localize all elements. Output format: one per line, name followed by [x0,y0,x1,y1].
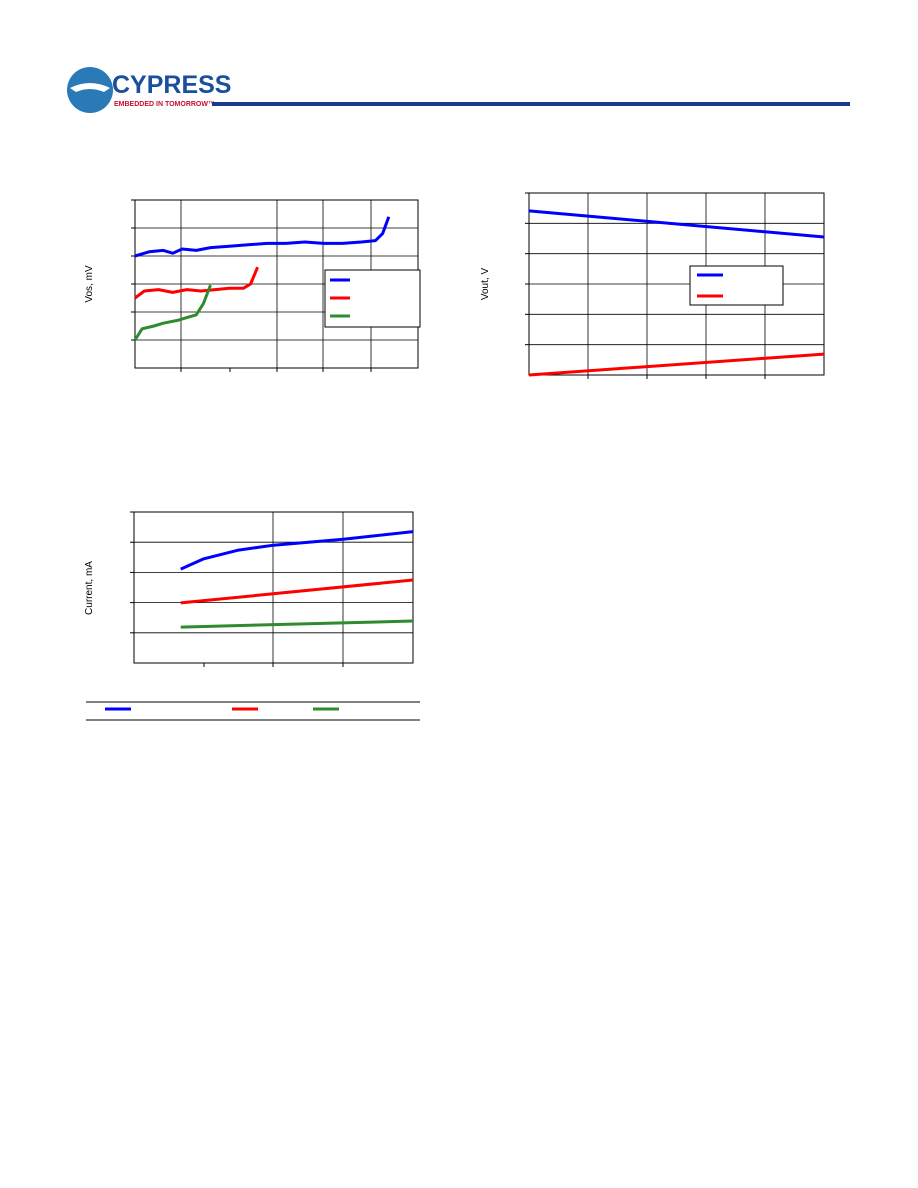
legend-box [689,265,784,306]
series-line [133,284,212,341]
y-axis-label: Vout, V [480,268,491,301]
y-axis-label: Current, mA [84,561,95,615]
series-line [528,209,825,239]
series-line [134,216,391,258]
series-line [180,530,414,571]
header-rule [212,102,850,106]
series-line [528,352,825,377]
logo-tree [70,83,110,92]
series-line [180,578,414,605]
y-axis-label: Vos, mV [84,265,95,303]
logo-tagline: EMBEDDED IN TOMORROW™ [114,101,215,108]
series-line [180,619,414,629]
logo: CYPRESS EMBEDDED IN TOMORROW™ [67,67,231,113]
logo-text: CYPRESS [112,71,231,99]
plot-frame [133,511,414,664]
logo-mark [67,67,113,113]
series-line [134,266,259,300]
